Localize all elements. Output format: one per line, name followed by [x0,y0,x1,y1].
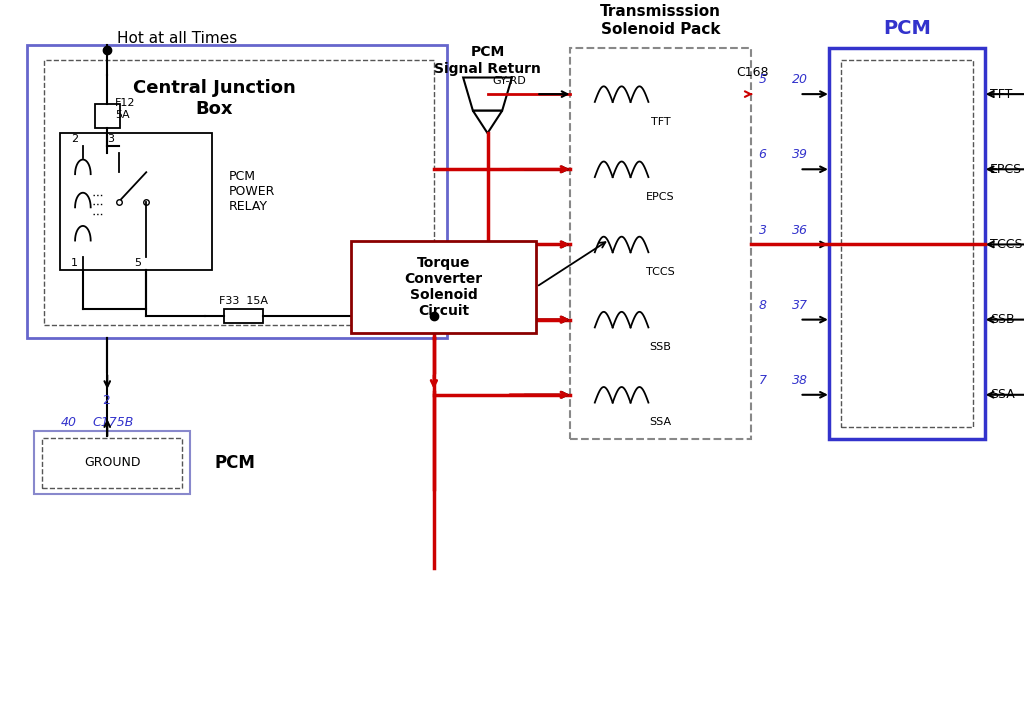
Bar [841,60,973,427]
Text: 3: 3 [108,134,115,144]
Text: TCCS: TCCS [646,267,675,277]
Text: GROUND: GROUND [84,456,140,469]
Text: 3: 3 [759,223,767,236]
Text: EPCS: EPCS [646,192,675,202]
Text: 2: 2 [72,134,78,144]
Text: SSB: SSB [990,313,1015,326]
Polygon shape [473,111,502,134]
Bar [224,309,263,323]
Text: 5: 5 [759,74,767,86]
Text: C168: C168 [736,66,769,79]
Text: C175B: C175B [92,416,134,429]
Text: 2: 2 [102,394,111,407]
Text: 1: 1 [72,258,78,268]
Text: 37: 37 [792,299,808,312]
Text: PCM: PCM [214,454,255,472]
Text: 38: 38 [792,374,808,387]
Text: 40: 40 [60,416,77,429]
Text: F12
5A: F12 5A [115,98,135,119]
Text: TCCS: TCCS [990,238,1022,251]
Bar [28,45,446,338]
Text: 39: 39 [792,149,808,161]
Bar [828,49,985,438]
Text: 8: 8 [759,299,767,312]
Text: EPCS: EPCS [990,163,1022,176]
Text: PCM: PCM [883,19,931,39]
Bar [44,60,434,326]
Text: TFT: TFT [990,88,1012,101]
Text: 5: 5 [134,258,141,268]
Bar [60,134,212,270]
Bar [42,438,182,488]
Text: 20: 20 [792,74,808,86]
Text: SSA: SSA [990,388,1015,401]
Text: Hot at all Times: Hot at all Times [117,31,238,46]
Bar [570,49,751,438]
Bar [351,241,537,333]
Text: F33  15A: F33 15A [219,296,268,306]
Bar [34,431,190,494]
Text: GY-RD: GY-RD [493,76,526,86]
Text: SSB: SSB [649,342,672,352]
Polygon shape [463,78,512,111]
Text: 7: 7 [759,374,767,387]
Text: PCM
Signal Return: PCM Signal Return [434,45,541,76]
Text: SSA: SSA [649,417,672,427]
Text: PCM
POWER
RELAY: PCM POWER RELAY [229,170,275,213]
Text: Central Junction
Box: Central Junction Box [133,79,296,119]
Bar [94,104,120,129]
Text: 6: 6 [759,149,767,161]
Text: Transmisssion
Solenoid Pack: Transmisssion Solenoid Pack [600,4,721,36]
Text: Torque
Converter
Solenoid
Circuit: Torque Converter Solenoid Circuit [404,256,482,318]
Text: TFT: TFT [651,116,671,126]
Text: 36: 36 [792,223,808,236]
